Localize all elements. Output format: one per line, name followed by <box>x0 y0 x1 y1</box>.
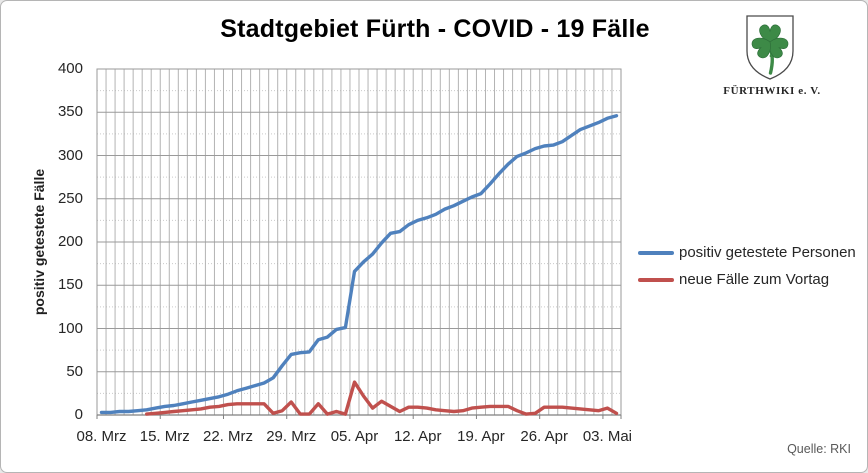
legend-item-positive-total: positiv getestete Personen <box>638 244 856 261</box>
legend-item-new-daily: neue Fälle zum Vortag <box>638 271 829 288</box>
logo-org-name: FÜRTHWIKI e. V. <box>723 85 821 97</box>
legend-label: positiv getestete Personen <box>679 244 856 261</box>
series-line-positiv-getestete-personen <box>99 113 619 415</box>
series-line-neue-faelle-zum-vortag <box>144 380 619 416</box>
legend-line-blue-icon <box>638 250 674 255</box>
legend-label: neue Fälle zum Vortag <box>679 271 830 288</box>
chart-title: Stadtgebiet Fürth - COVID - 19 Fälle <box>220 15 650 43</box>
source-note: Quelle: RKI <box>787 442 851 456</box>
legend-line-red-icon <box>638 277 674 282</box>
fuerthwiki-shield-logo-icon <box>746 15 794 80</box>
y-axis-title: positiv getestete Fälle <box>31 168 47 316</box>
